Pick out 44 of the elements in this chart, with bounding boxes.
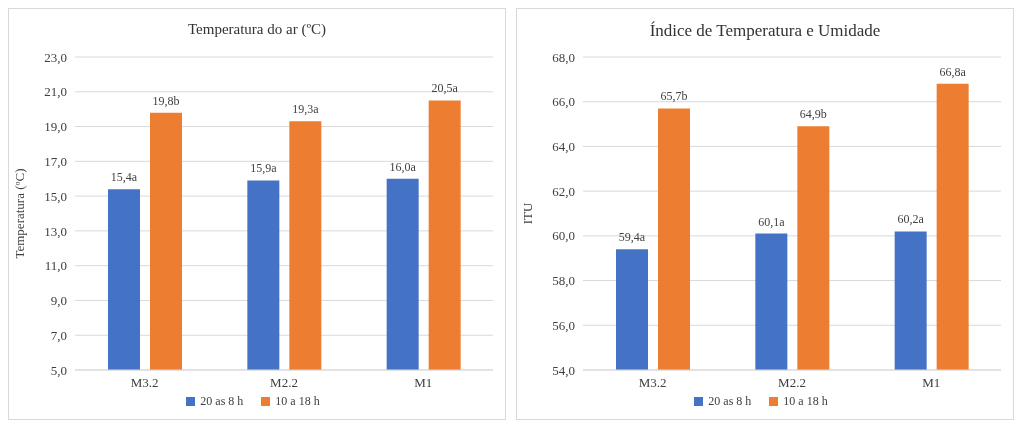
y-tick-label: 58,0 [552, 273, 575, 289]
legend-label: 20 as 8 h [707, 394, 752, 409]
data-label: 15,9a [250, 161, 278, 176]
y-tick-label: 15,0 [44, 188, 67, 204]
y-tick-label: 23,0 [44, 49, 67, 65]
y-tick-label: 64,0 [552, 139, 575, 155]
y-tick-label: 56,0 [552, 317, 575, 333]
data-label: 59,4a [618, 230, 646, 245]
x-tick-label: M3.2 [638, 375, 667, 391]
x-tick-label: M2.2 [270, 375, 298, 391]
y-tick-label: 66,0 [552, 94, 575, 110]
y-tick-label: 54,0 [552, 362, 575, 378]
data-label: 20,5a [431, 81, 459, 96]
y-axis-title: Temperatura (ºC) [11, 168, 27, 259]
data-label: 60,2a [897, 212, 925, 227]
data-label: 19,8b [152, 93, 180, 108]
y-tick-label: 7,0 [50, 327, 67, 343]
legend-label: 20 as 8 h [199, 394, 244, 409]
y-tick-label: 17,0 [44, 153, 67, 169]
y-tick-label: 21,0 [44, 84, 67, 100]
data-label: 64,9b [799, 107, 827, 122]
chart-title: Índice de Temperatura e Umidade [648, 21, 882, 42]
data-label: 19,3a [292, 102, 320, 117]
x-tick-label: M3.2 [130, 375, 159, 391]
legend-label: 10 a 18 h [274, 394, 320, 409]
x-tick-label: M2.2 [778, 375, 806, 391]
y-tick-label: 11,0 [44, 258, 67, 274]
data-label: 66,8a [939, 64, 967, 79]
x-tick-label: M1 [414, 375, 433, 391]
y-tick-label: 5,0 [50, 362, 67, 378]
y-tick-label: 9,0 [50, 293, 67, 309]
y-tick-label: 13,0 [44, 223, 67, 239]
x-tick-label: M1 [922, 375, 941, 391]
chart-title: Temperatura do ar (ºC) [186, 21, 328, 39]
y-axis-title: ITU [519, 202, 535, 225]
data-label: 65,7b [660, 89, 688, 104]
y-tick-label: 60,0 [552, 228, 575, 244]
y-tick-label: 68,0 [552, 49, 575, 65]
data-label: 60,1a [758, 214, 786, 229]
data-label: 15,4a [110, 170, 138, 185]
y-tick-label: 19,0 [44, 119, 67, 135]
y-tick-label: 62,0 [552, 183, 575, 199]
data-label: 16,0a [389, 159, 417, 174]
legend-label: 10 a 18 h [782, 394, 828, 409]
